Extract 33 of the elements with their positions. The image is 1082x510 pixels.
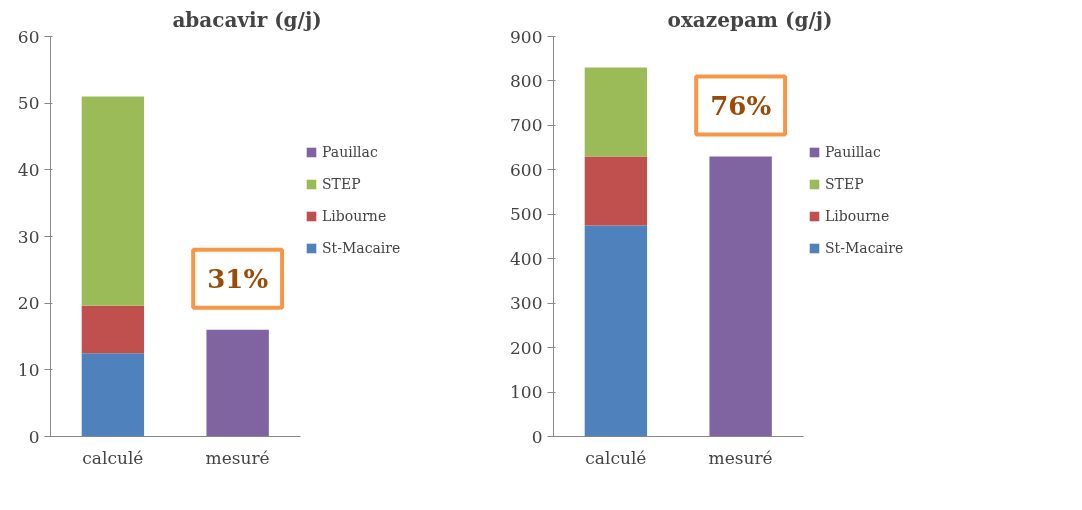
y-tick-label: 10 [17, 359, 40, 380]
legend-label: STEP [825, 176, 864, 192]
y-tick-label: 0 [531, 426, 543, 447]
x-tick-label: mesuré [708, 447, 773, 468]
y-tick-label: 900 [510, 26, 543, 47]
x-tick-label: calculé [82, 447, 144, 468]
y-tick-label: 800 [510, 70, 543, 91]
y-tick-label: 200 [510, 337, 543, 358]
chart-title: oxazepam (g/j) [667, 7, 833, 32]
chart-title: abacavir (g/j) [172, 7, 322, 32]
legend-label: St-Macaire [322, 240, 401, 256]
y-tick-label: 600 [510, 159, 543, 180]
y-tick-label: 100 [510, 382, 543, 403]
y-tick-label: 60 [17, 26, 40, 47]
legend-label: STEP [322, 176, 361, 192]
x-tick-label: mesuré [205, 447, 270, 468]
y-tick-label: 300 [510, 293, 543, 314]
y-tick-label: 0 [28, 426, 40, 447]
legend-label: Libourne [825, 208, 890, 224]
legend-label: Pauillac [322, 144, 378, 160]
legend-label: Pauillac [825, 144, 881, 160]
y-tick-label: 500 [510, 204, 543, 225]
x-tick-label: calculé [585, 447, 647, 468]
y-tick-label: 400 [510, 248, 543, 269]
annotation: 76% [710, 90, 772, 121]
legend-label: St-Macaire [825, 240, 904, 256]
y-tick-label: 50 [17, 93, 40, 114]
annotation: 31% [207, 263, 269, 294]
y-tick-label: 20 [17, 293, 40, 314]
y-tick-label: 700 [510, 115, 543, 136]
legend-label: Libourne [322, 208, 387, 224]
y-tick-label: 30 [17, 226, 40, 247]
y-tick-label: 40 [17, 159, 40, 180]
